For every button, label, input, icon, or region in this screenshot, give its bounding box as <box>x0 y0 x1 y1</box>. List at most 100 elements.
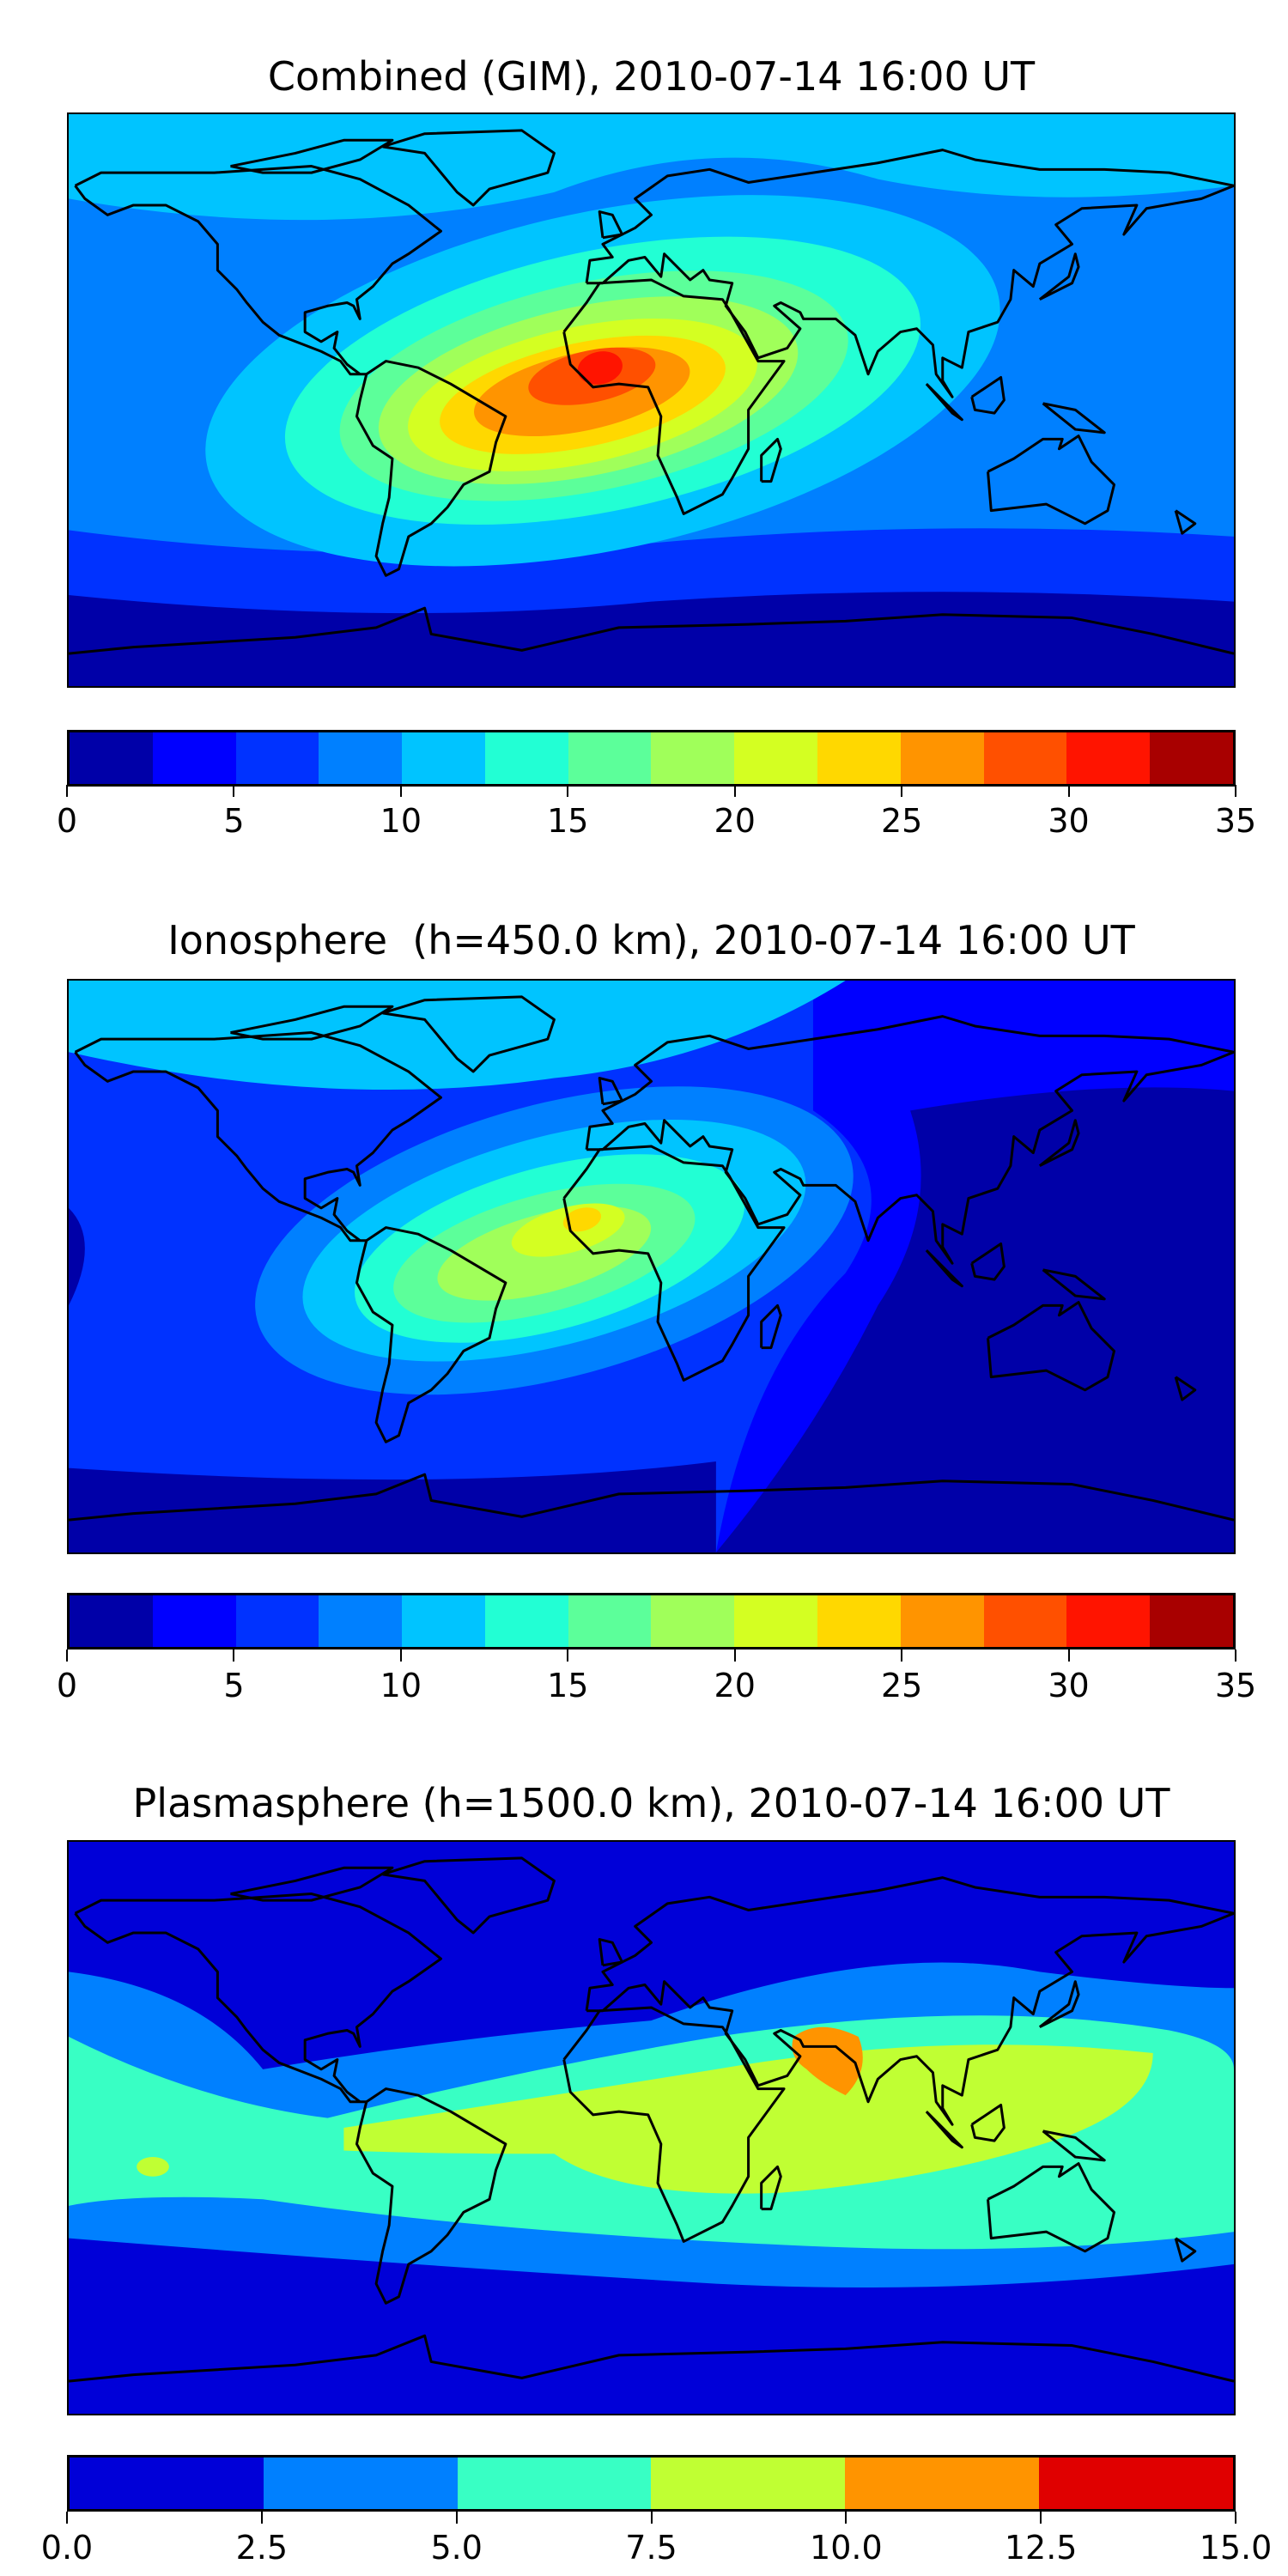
coastline-arctic-islands <box>230 1868 392 1900</box>
colorbar-tick-label: 15.0 <box>1199 2529 1273 2567</box>
panel-2-colorbar-ticks: 0 5 10 15 20 25 30 35 <box>57 1649 1256 1710</box>
colorbar-segment <box>1066 732 1151 784</box>
colorbar-segment <box>817 1595 901 1647</box>
coastline-japan <box>1040 1982 1078 2027</box>
panel-2-colorbar <box>67 1593 1236 1649</box>
colorbar-segment <box>402 732 485 784</box>
coastline-south-america <box>356 2089 505 2304</box>
coastline-south-america <box>356 1228 505 1443</box>
coastline-arctic-islands <box>230 140 392 173</box>
coastline-eurasia <box>586 1017 1234 1264</box>
coastline-sumatra <box>927 1250 962 1286</box>
colorbar-tick <box>1235 1649 1236 1662</box>
coastline-madagascar <box>762 439 781 481</box>
panel-3-map <box>67 1840 1236 2415</box>
colorbar-tick-label: 20 <box>714 1667 756 1704</box>
colorbar-tick <box>455 2512 458 2524</box>
coastline-eurasia <box>586 1878 1234 2125</box>
colorbar-tick-label: 10.0 <box>810 2529 883 2567</box>
colorbar-tick-label: 25 <box>880 1667 923 1704</box>
coastline-north-america <box>76 1894 441 2102</box>
coastlines <box>69 131 1234 653</box>
colorbar-tick <box>845 2512 848 2524</box>
colorbar-tick-label: 5 <box>223 802 245 840</box>
coastline-japan <box>1040 1121 1078 1166</box>
colorbar-segment <box>235 1595 319 1647</box>
colorbar-segment <box>263 2458 458 2509</box>
colorbar-tick <box>260 2512 263 2524</box>
coastline-antarctica <box>69 2336 1234 2381</box>
colorbar-tick-label: 10 <box>380 802 422 840</box>
colorbar-segment <box>484 732 568 784</box>
colorbar-segment <box>845 2458 1040 2509</box>
coastline-australia <box>988 436 1115 524</box>
coastline-new-guinea <box>1043 404 1105 433</box>
coastline-sumatra <box>927 2111 962 2148</box>
panel-1-map <box>67 112 1236 688</box>
colorbar-tick <box>650 2512 653 2524</box>
colorbar-tick <box>1067 785 1070 797</box>
colorbar-segment <box>817 732 901 784</box>
plasmasphere-contour-map <box>69 1842 1234 2414</box>
colorbar-segment <box>1039 2458 1233 2509</box>
colorbar-tick-label: 15 <box>547 802 589 840</box>
colorbar-tick <box>567 1649 569 1662</box>
colorbar-tick <box>399 785 402 797</box>
coastline-antarctica <box>69 1474 1234 1520</box>
colorbar-segment <box>734 1595 818 1647</box>
colorbar-tick-label: 30 <box>1048 1667 1090 1704</box>
contour-fills <box>69 1842 1234 2414</box>
colorbar-tick-label: 15 <box>547 1667 589 1704</box>
colorbar-tick <box>1235 2512 1236 2524</box>
colorbar-segment <box>651 732 735 784</box>
colorbar-tick-label: 35 <box>1214 802 1257 840</box>
colorbar-tick <box>901 1649 903 1662</box>
coastline-uk <box>599 1940 622 1965</box>
coastline-madagascar <box>762 2166 781 2208</box>
colorbar-tick-label: 2.5 <box>235 2529 289 2567</box>
coastline-madagascar <box>762 1305 781 1347</box>
coastline-arctic-islands <box>230 1006 392 1039</box>
colorbar-segment <box>70 2458 264 2509</box>
panel-3-title: Plasmasphere (h=1500.0 km), 2010-07-14 1… <box>132 1780 1170 1826</box>
colorbar-tick-label: 20 <box>714 802 756 840</box>
coastline-south-america <box>356 361 505 576</box>
panel-1-title: Combined (GIM), 2010-07-14 16:00 UT <box>267 53 1036 100</box>
colorbar-segment <box>70 1595 153 1647</box>
colorbar-tick <box>233 1649 235 1662</box>
colorbar-segment <box>983 1595 1067 1647</box>
contour-fills <box>69 981 1234 1552</box>
panel-2-title: Ionosphere (h=450.0 km), 2010-07-14 16:0… <box>167 917 1135 963</box>
colorbar-segment <box>734 732 818 784</box>
colorbar-tick-label: 0 <box>56 802 78 840</box>
colorbar-tick-label: 25 <box>880 802 923 840</box>
colorbar-tick <box>1067 1649 1070 1662</box>
colorbar-tick <box>66 785 68 797</box>
colorbar-tick-label: 12.5 <box>1004 2529 1078 2567</box>
panel-1-colorbar <box>67 730 1236 787</box>
colorbar-segment <box>651 2458 846 2509</box>
coastline-new-guinea <box>1043 2131 1105 2160</box>
colorbar-segment <box>319 732 403 784</box>
coastline-new-zealand <box>1176 1377 1195 1400</box>
coastline-new-guinea <box>1043 1270 1105 1299</box>
coastline-australia <box>988 1303 1115 1390</box>
coastline-australia <box>988 2164 1115 2251</box>
coastline-borneo <box>972 1244 1005 1280</box>
colorbar-tick <box>66 1649 68 1662</box>
colorbar-tick-label: 0.0 <box>40 2529 94 2567</box>
colorbar-segment <box>568 732 652 784</box>
colorbar-tick <box>66 2512 68 2524</box>
coastlines <box>69 1858 1234 2381</box>
colorbar-segment <box>1150 732 1233 784</box>
colorbar-tick <box>567 785 569 797</box>
colorbar-segment <box>900 1595 984 1647</box>
panel-3-colorbar <box>67 2455 1236 2512</box>
colorbar-tick <box>1040 2512 1042 2524</box>
colorbar-segment <box>152 732 236 784</box>
panel-2-map <box>67 979 1236 1554</box>
colorbar-segment <box>568 1595 652 1647</box>
coastline-borneo <box>972 2105 1005 2142</box>
panel-3-colorbar-ticks: 0.0 2.5 5.0 7.5 10.0 12.5 15.0 <box>41 2512 1272 2572</box>
colorbar-segment <box>983 732 1067 784</box>
